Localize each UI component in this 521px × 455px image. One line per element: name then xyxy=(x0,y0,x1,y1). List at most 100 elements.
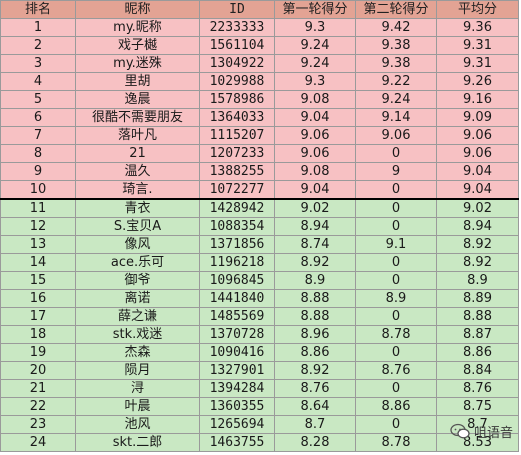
cell-average: 9.26 xyxy=(436,72,519,91)
header-id: ID xyxy=(199,0,275,19)
cell-round1: 8.94 xyxy=(274,217,356,236)
cell-rank: 18 xyxy=(0,325,76,344)
cell-round2: 0 xyxy=(355,217,437,236)
cell-id: 1072277 xyxy=(199,180,275,200)
table-row: 7 落叶凡 1115207 9.06 9.06 9.06 xyxy=(0,126,519,145)
cell-id: 1364033 xyxy=(199,108,275,127)
cell-rank: 16 xyxy=(0,289,76,308)
cell-round2: 0 xyxy=(355,271,437,290)
cell-average: 9.36 xyxy=(436,18,519,37)
cell-round2: 0 xyxy=(355,415,437,434)
cell-nickname: 浔 xyxy=(75,379,200,398)
cell-average: 8.87 xyxy=(436,325,519,344)
cell-round1: 8.76 xyxy=(274,379,356,398)
cell-id: 1463755 xyxy=(199,433,275,452)
table-header-row: 排名 昵称 ID 第一轮得分 第二轮得分 平均分 xyxy=(0,0,519,19)
cell-rank: 20 xyxy=(0,361,76,380)
cell-nickname: 叶晨 xyxy=(75,397,200,416)
cell-rank: 1 xyxy=(0,18,76,37)
cell-nickname: 落叶凡 xyxy=(75,126,200,145)
cell-id: 1578986 xyxy=(199,90,275,109)
cell-round1: 9.24 xyxy=(274,54,356,73)
cell-nickname: 逸晨 xyxy=(75,90,200,109)
cell-round2: 9.22 xyxy=(355,72,437,91)
cell-average: 9.06 xyxy=(436,144,519,163)
table-row: 18 stk.戏迷 1370728 8.96 8.78 8.87 xyxy=(0,325,519,344)
cell-round2: 8.9 xyxy=(355,289,437,308)
table-row: 8 21 1207233 9.06 0 9.06 xyxy=(0,144,519,163)
cell-rank: 17 xyxy=(0,307,76,326)
cell-nickname: 杰森 xyxy=(75,343,200,362)
cell-average: 9.04 xyxy=(436,162,519,181)
cell-id: 1304922 xyxy=(199,54,275,73)
cell-average: 8.89 xyxy=(436,289,519,308)
table-row: 4 里胡 1029988 9.3 9.22 9.26 xyxy=(0,72,519,91)
cell-nickname: my.昵称 xyxy=(75,18,200,37)
cell-id: 1370728 xyxy=(199,325,275,344)
cell-round1: 9.3 xyxy=(274,18,356,37)
cell-average: 8.9 xyxy=(436,271,519,290)
header-rank: 排名 xyxy=(0,0,76,19)
table-row: 6 很酷不需要朋友 1364033 9.04 9.14 9.09 xyxy=(0,108,519,127)
table-row: 16 离诺 1441840 8.88 8.9 8.89 xyxy=(0,289,519,308)
cell-round1: 9.04 xyxy=(274,108,356,127)
cell-rank: 8 xyxy=(0,144,76,163)
cell-average: 9.06 xyxy=(436,126,519,145)
cell-round1: 8.92 xyxy=(274,361,356,380)
cell-round1: 8.96 xyxy=(274,325,356,344)
table-row: 21 浔 1394284 8.76 0 8.76 xyxy=(0,379,519,398)
cell-nickname: skt.二郎 xyxy=(75,433,200,452)
cell-id: 1327901 xyxy=(199,361,275,380)
cell-round1: 8.64 xyxy=(274,397,356,416)
header-average: 平均分 xyxy=(436,0,519,19)
cell-round2: 0 xyxy=(355,343,437,362)
cell-round2: 8.78 xyxy=(355,325,437,344)
cell-id: 1388255 xyxy=(199,162,275,181)
cell-rank: 12 xyxy=(0,217,76,236)
cell-rank: 15 xyxy=(0,271,76,290)
cell-nickname: ace.乐可 xyxy=(75,253,200,272)
cell-nickname: 离诺 xyxy=(75,289,200,308)
cell-average: 8.7 xyxy=(436,415,519,434)
cell-rank: 21 xyxy=(0,379,76,398)
cell-id: 1265694 xyxy=(199,415,275,434)
cell-round1: 8.88 xyxy=(274,289,356,308)
cell-rank: 24 xyxy=(0,433,76,452)
table-row: 10 琦言. 1072277 9.04 0 9.04 xyxy=(0,180,519,200)
cell-id: 1561104 xyxy=(199,36,275,55)
cell-id: 1394284 xyxy=(199,379,275,398)
cell-id: 1207233 xyxy=(199,144,275,163)
cell-rank: 19 xyxy=(0,343,76,362)
cell-id: 1441840 xyxy=(199,289,275,308)
cell-rank: 4 xyxy=(0,72,76,91)
cell-round2: 9.14 xyxy=(355,108,437,127)
cell-rank: 2 xyxy=(0,36,76,55)
cell-average: 8.88 xyxy=(436,307,519,326)
table-row: 13 像风 1371856 8.74 9.1 8.92 xyxy=(0,235,519,254)
table-row: 23 池风 1265694 8.7 0 8.7 xyxy=(0,415,519,434)
cell-round1: 8.92 xyxy=(274,253,356,272)
cell-nickname: 池风 xyxy=(75,415,200,434)
cell-round1: 9.06 xyxy=(274,126,356,145)
cell-id: 1115207 xyxy=(199,126,275,145)
cell-id: 1196218 xyxy=(199,253,275,272)
cell-average: 8.92 xyxy=(436,253,519,272)
cell-id: 1485569 xyxy=(199,307,275,326)
cell-average: 8.53 xyxy=(436,433,519,452)
cell-round2: 9.1 xyxy=(355,235,437,254)
cell-average: 9.31 xyxy=(436,36,519,55)
table-row: 19 杰森 1090416 8.86 0 8.86 xyxy=(0,343,519,362)
cell-round2: 0 xyxy=(355,180,437,200)
cell-average: 8.86 xyxy=(436,343,519,362)
cell-rank: 14 xyxy=(0,253,76,272)
cell-rank: 9 xyxy=(0,162,76,181)
cell-nickname: 戏子樾 xyxy=(75,36,200,55)
table-row: 20 陨月 1327901 8.92 8.76 8.84 xyxy=(0,361,519,380)
cell-rank: 11 xyxy=(0,198,76,218)
cell-round1: 9.3 xyxy=(274,72,356,91)
cell-average: 9.16 xyxy=(436,90,519,109)
table-row: 14 ace.乐可 1196218 8.92 0 8.92 xyxy=(0,253,519,272)
cell-average: 9.02 xyxy=(436,198,519,218)
header-round2: 第二轮得分 xyxy=(355,0,437,19)
